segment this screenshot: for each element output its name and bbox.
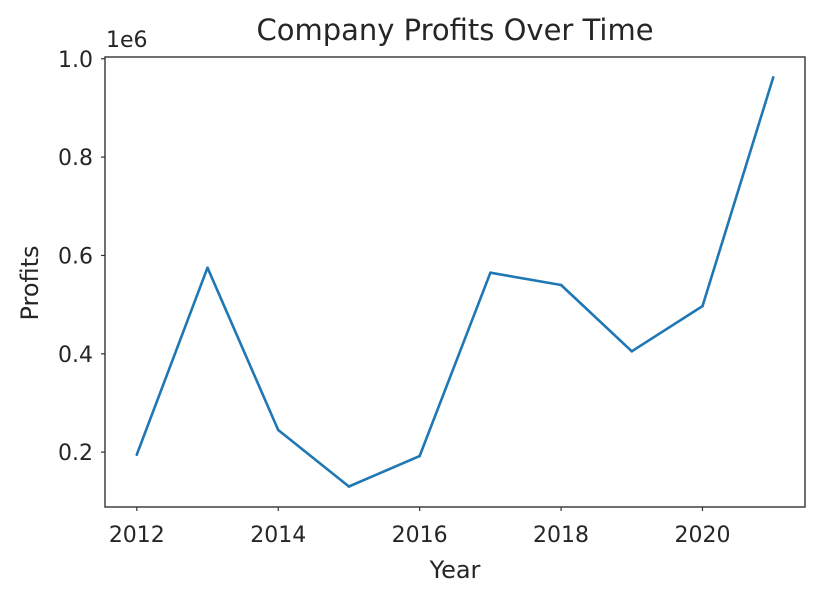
series-layer (135, 76, 775, 488)
data-point (771, 76, 775, 79)
x-tick-label: 2012 (109, 523, 165, 548)
x-tick-label: 2014 (250, 523, 306, 548)
y-tick-label: 0.4 (58, 343, 93, 368)
x-axis-label: Year (429, 556, 481, 584)
data-point (630, 350, 634, 353)
chart-title: Company Profits Over Time (256, 13, 653, 47)
data-point (559, 283, 563, 287)
data-point (276, 428, 280, 432)
y-tick-label: 0.8 (58, 146, 93, 171)
y-tick-label: 0.6 (58, 244, 93, 269)
series-line (135, 76, 775, 488)
data-point (489, 271, 492, 274)
plot-frame (104, 56, 806, 508)
y-tick-label: 1.0 (58, 48, 93, 73)
data-point (418, 454, 421, 458)
y-offset-label: 1e6 (106, 28, 148, 53)
tick-layer: 2012 2014 2016 2018 2020 0.2 0.4 0.6 0.8 1.0 (58, 48, 730, 548)
data-point (135, 453, 139, 456)
data-point (206, 266, 209, 270)
x-tick-label: 2016 (392, 523, 448, 548)
data-point (701, 304, 704, 308)
x-tick-label: 2020 (674, 523, 730, 548)
y-axis-label: Profits (16, 245, 44, 320)
data-point (347, 485, 351, 488)
y-tick-label: 0.2 (58, 441, 93, 466)
x-tick-label: 2018 (533, 523, 589, 548)
